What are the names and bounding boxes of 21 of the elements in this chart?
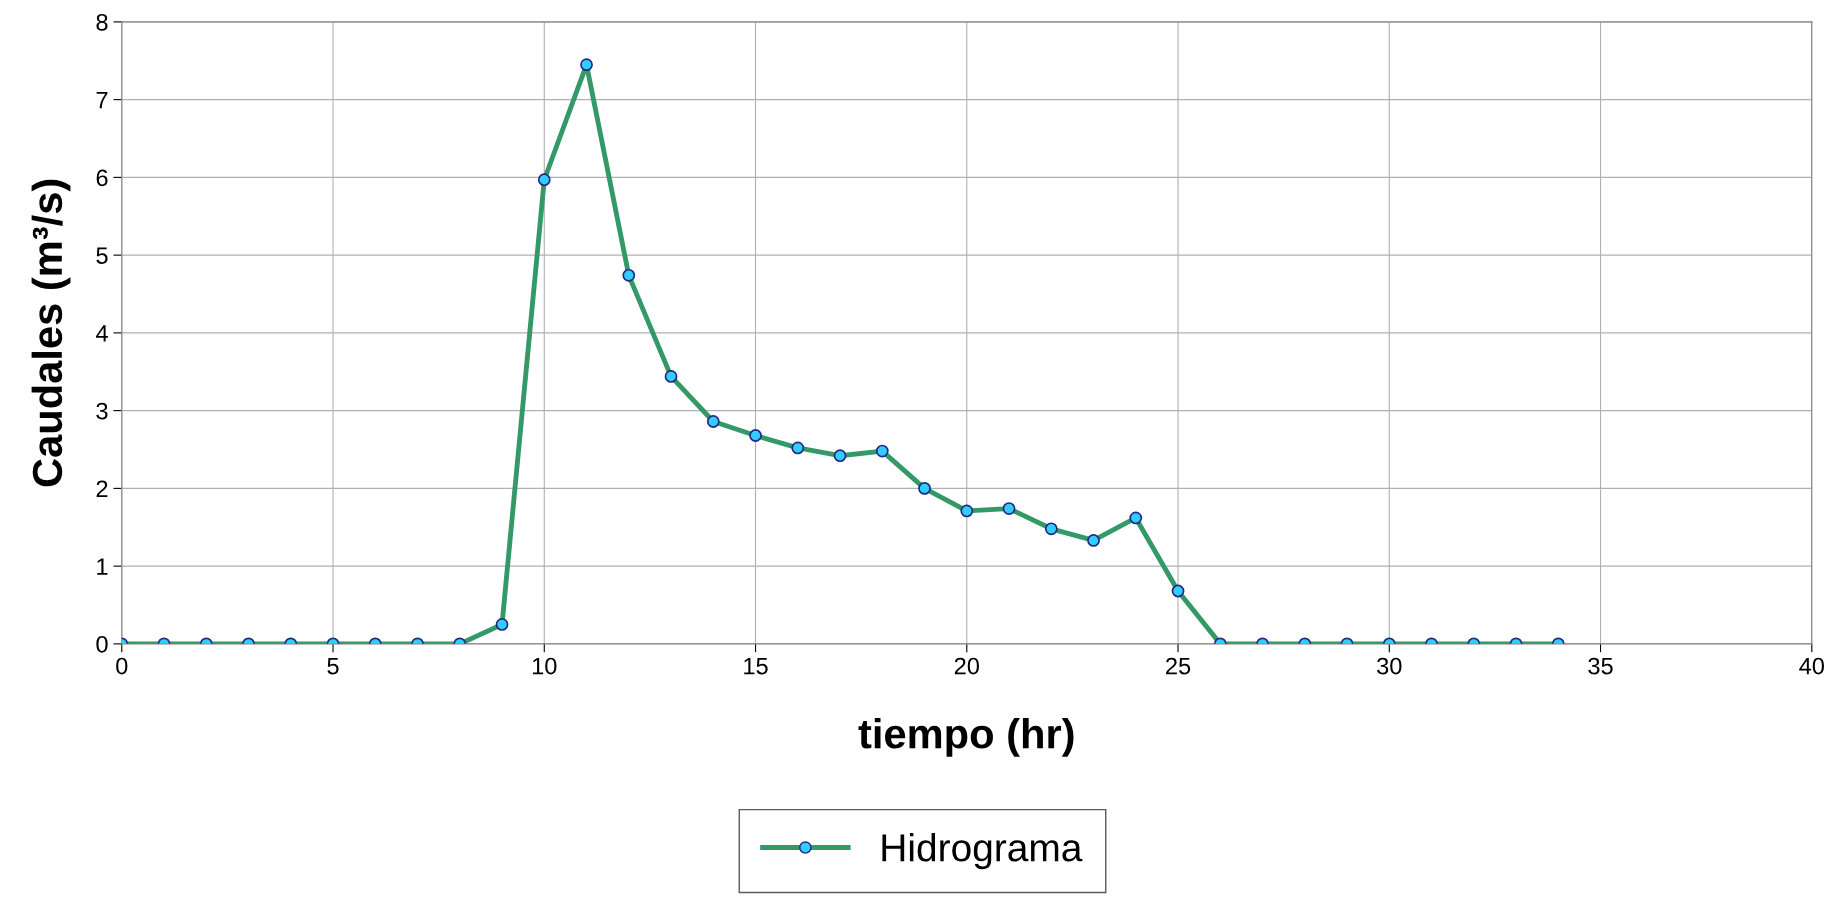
- y-tick-label: 6: [96, 169, 108, 187]
- y-tick-label: 8: [96, 13, 108, 31]
- y-tick-label: 5: [96, 247, 108, 264]
- y-tick-label: 1: [97, 558, 108, 575]
- legend-label: Hidrograma: [882, 832, 1083, 870]
- x-tick-label: 30: [1377, 657, 1402, 675]
- x-tick-label: 25: [1166, 657, 1191, 675]
- y-tick-label: 2: [96, 480, 108, 497]
- x-tick-label: 0: [116, 657, 128, 675]
- x-tick-label: 15: [744, 657, 768, 675]
- x-tick-label: 10: [532, 657, 557, 675]
- y-tick-label: 0: [96, 635, 108, 653]
- x-tick-label: 40: [1799, 657, 1824, 675]
- x-tick-label: 20: [954, 657, 979, 675]
- x-tick-label: 35: [1588, 657, 1613, 675]
- x-tick-label: 5: [327, 657, 339, 675]
- x-axis-title: tiempo (hr): [858, 717, 1074, 757]
- y-tick-label: 3: [96, 402, 108, 420]
- y-tick-label: 4: [95, 325, 108, 342]
- y-tick-label: 7: [96, 91, 108, 109]
- y-axis-title: Caudales (m³/s): [31, 179, 71, 487]
